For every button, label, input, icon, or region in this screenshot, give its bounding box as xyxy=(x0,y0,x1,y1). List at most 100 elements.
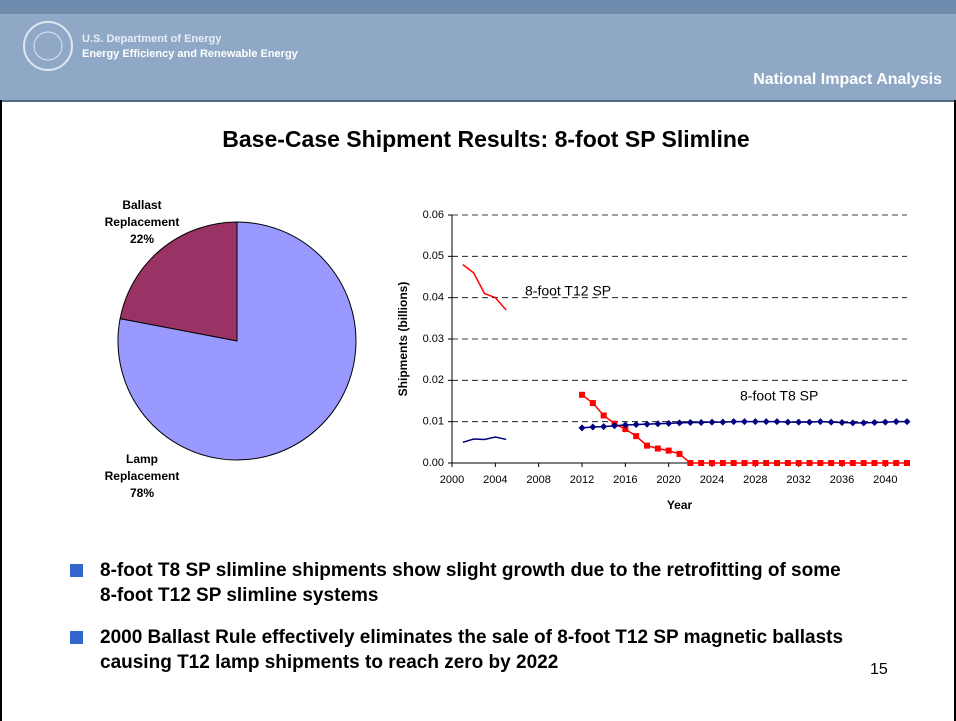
marker xyxy=(633,433,640,440)
x-tick-label: 2040 xyxy=(873,474,897,486)
y-axis-label: Shipments (billions) xyxy=(396,282,410,397)
marker xyxy=(860,460,867,466)
x-tick-label: 2032 xyxy=(786,474,810,486)
marker xyxy=(774,460,780,466)
bullet: 8-foot T8 SP slimline shipments show sli… xyxy=(70,558,860,608)
marker xyxy=(893,460,900,466)
page-number: 15 xyxy=(870,661,888,678)
pie-label-line: Lamp xyxy=(126,452,158,466)
marker xyxy=(730,418,738,426)
marker xyxy=(806,460,813,466)
pie-label-line: Replacement xyxy=(105,469,180,483)
marker xyxy=(762,418,770,426)
marker xyxy=(784,460,791,466)
marker xyxy=(730,460,737,466)
y-tick-label: 0.01 xyxy=(423,416,444,428)
marker xyxy=(686,418,694,426)
section: National Impact Analysis xyxy=(753,71,942,88)
series-line xyxy=(462,420,907,444)
marker xyxy=(741,460,748,466)
marker xyxy=(849,419,857,427)
marker xyxy=(632,421,640,429)
pie-slice xyxy=(117,221,357,461)
y-tick-label: 0.05 xyxy=(423,250,444,262)
marker xyxy=(578,424,586,432)
bullet-icon xyxy=(70,631,83,644)
marker xyxy=(708,418,716,426)
y-tick-label: 0.00 xyxy=(423,457,444,469)
marker xyxy=(763,460,770,466)
marker xyxy=(871,418,878,426)
org: U.S. Department of Energy xyxy=(82,33,222,45)
x-tick-label: 2004 xyxy=(483,474,507,486)
marker xyxy=(904,460,910,466)
logo-inner xyxy=(33,31,63,61)
marker xyxy=(579,391,585,398)
x-tick-label: 2036 xyxy=(830,474,854,486)
marker xyxy=(784,418,792,426)
bullet-text: 8-foot T8 SP slimline shipments show sli… xyxy=(100,560,841,606)
marker xyxy=(892,418,900,426)
marker xyxy=(676,419,683,427)
marker xyxy=(839,460,845,466)
x-tick-label: 2000 xyxy=(440,474,464,486)
x-tick-label: 2028 xyxy=(743,474,767,486)
marker xyxy=(827,418,835,426)
marker xyxy=(773,418,781,426)
annotation: 8-foot T12 SP xyxy=(525,283,611,299)
pie-label-line: Replacement xyxy=(105,215,180,229)
marker xyxy=(817,460,824,466)
marker xyxy=(795,460,802,466)
marker xyxy=(903,418,911,426)
y-tick-label: 0.02 xyxy=(423,374,444,386)
marker xyxy=(621,421,629,429)
marker xyxy=(871,460,878,466)
marker xyxy=(795,418,803,426)
marker xyxy=(741,418,748,426)
marker xyxy=(816,418,824,426)
y-tick-label: 0.06 xyxy=(423,209,444,221)
x-tick-label: 2016 xyxy=(613,474,637,486)
marker xyxy=(849,460,856,466)
header-strip xyxy=(0,0,956,14)
pie-slice xyxy=(119,221,238,342)
marker xyxy=(719,460,726,466)
office: Energy Efficiency and Renewable Energy xyxy=(82,48,299,60)
marker xyxy=(654,420,662,428)
pie-value-label: 78% xyxy=(130,486,154,500)
marker xyxy=(828,460,835,466)
marker xyxy=(643,420,651,428)
marker xyxy=(611,422,618,430)
marker xyxy=(622,426,629,433)
marker xyxy=(589,423,597,431)
pie-label: Lamp Replacement xyxy=(105,452,180,483)
bullet-icon xyxy=(70,564,83,577)
bullet: 2000 Ballast Rule effectively eliminates… xyxy=(70,625,860,675)
marker xyxy=(860,419,868,427)
marker xyxy=(600,423,608,431)
marker xyxy=(719,418,727,426)
y-tick-label: 0.03 xyxy=(423,333,444,345)
marker xyxy=(751,418,759,426)
pie-value-label: 22% xyxy=(130,232,154,246)
marker xyxy=(806,418,813,426)
pie-label-line: Ballast xyxy=(122,198,161,212)
marker xyxy=(687,460,694,466)
logo xyxy=(23,21,73,71)
x-axis-label: Year xyxy=(667,498,693,512)
pie-label: Ballast Replacement xyxy=(105,198,180,229)
y-tick-label: 0.04 xyxy=(423,292,444,304)
marker xyxy=(881,418,889,426)
marker xyxy=(589,400,596,407)
marker xyxy=(676,450,683,457)
x-tick-label: 2012 xyxy=(570,474,594,486)
x-tick-label: 2024 xyxy=(700,474,724,486)
marker xyxy=(600,412,607,419)
marker xyxy=(665,447,672,454)
x-tick-label: 2020 xyxy=(656,474,680,486)
marker xyxy=(654,445,661,452)
marker xyxy=(644,442,650,449)
x-tick-label: 2008 xyxy=(526,474,550,486)
